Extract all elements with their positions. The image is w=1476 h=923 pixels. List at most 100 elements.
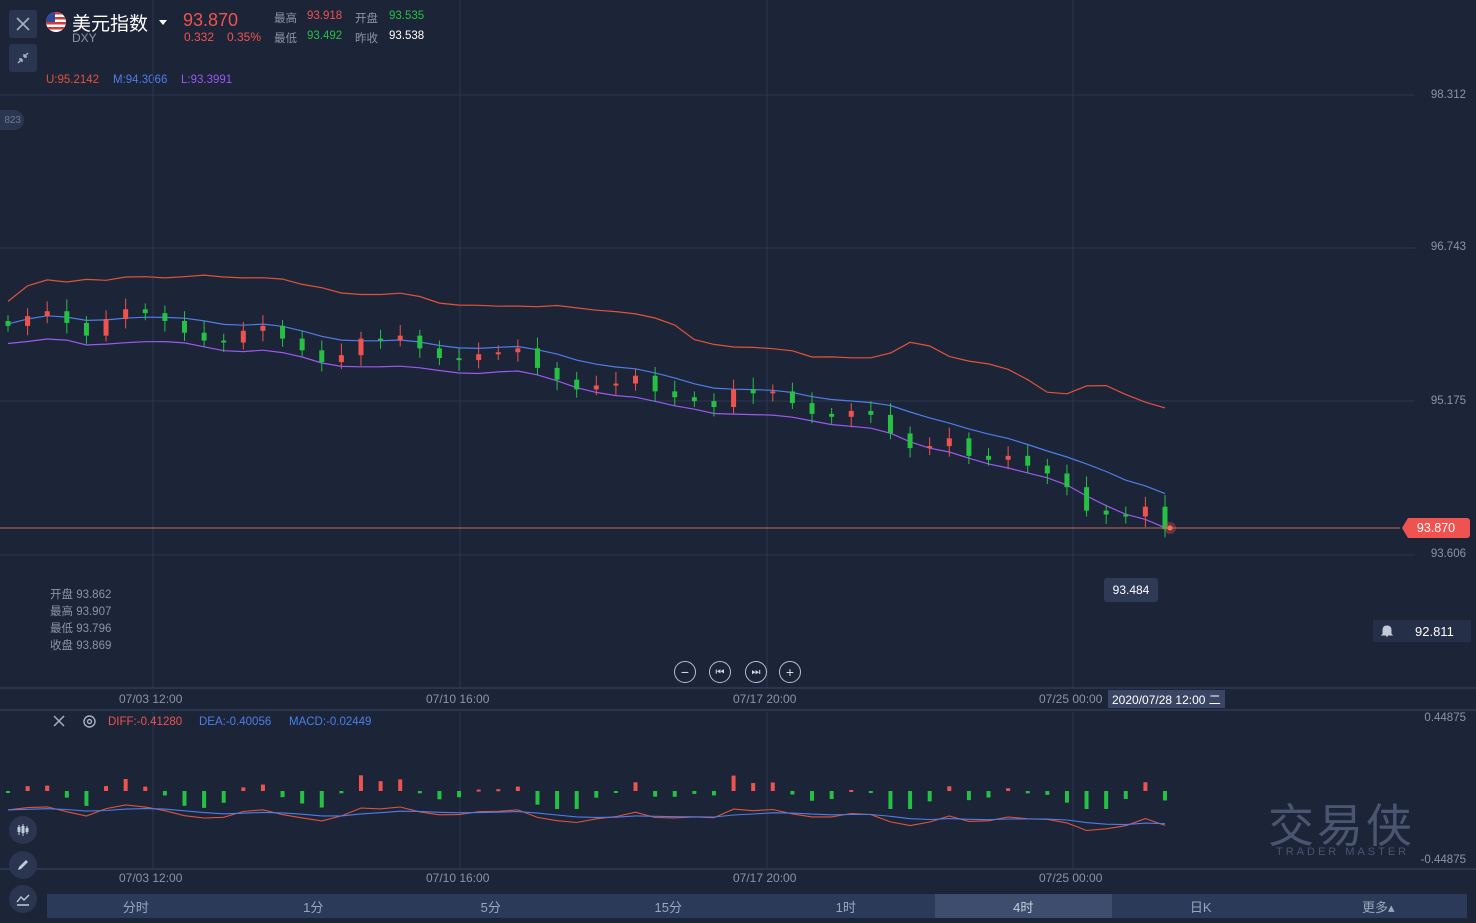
candle-body xyxy=(770,391,776,394)
candle-body xyxy=(652,375,658,392)
tab-timeframe-1m[interactable]: 1分 xyxy=(303,899,324,915)
macd-histogram-bar xyxy=(1104,791,1109,809)
close-chart-button[interactable] xyxy=(9,10,37,38)
crosshair-time-label: 2020/07/28 12:00 二 xyxy=(1108,690,1225,708)
last-price-dot xyxy=(1167,525,1173,531)
macd-histogram-bar xyxy=(476,789,481,792)
macd-histogram-bar xyxy=(594,791,599,798)
macd-time-axis-label: 07/10 16:00 xyxy=(426,871,490,885)
price-change-pct: 0.35% xyxy=(227,30,262,44)
macd-histogram-bar xyxy=(339,791,344,794)
macd-close-button[interactable] xyxy=(52,714,66,733)
candle-body xyxy=(25,316,31,326)
candlestick-tool-button[interactable] xyxy=(9,816,37,844)
macd-histogram-bar xyxy=(143,786,148,791)
indicator-tool-button[interactable] xyxy=(9,885,37,913)
macd-histogram-bar xyxy=(810,791,815,801)
scroll-start-button[interactable]: ⏮ xyxy=(709,661,731,683)
macd-settings-button[interactable] xyxy=(82,714,97,734)
candle-body xyxy=(829,413,835,417)
zoom-in-button[interactable]: + xyxy=(779,661,801,683)
collapse-button[interactable] xyxy=(9,44,37,72)
macd-histogram-bar xyxy=(378,781,383,791)
macd-histogram-bar xyxy=(182,791,187,806)
macd-histogram-bar xyxy=(770,782,775,791)
macd-histogram-bar xyxy=(574,791,579,809)
macd-dea-label: DEA:-0.40056 xyxy=(199,716,272,728)
tab-timeframe-1h[interactable]: 1时 xyxy=(835,899,856,915)
macd-histogram-bar xyxy=(555,791,560,809)
price-alert-button[interactable]: 92.811 xyxy=(1373,620,1471,642)
macd-histogram-bar xyxy=(457,791,462,798)
candle-body xyxy=(5,320,11,326)
boll-lower-label: L:93.3991 xyxy=(181,74,233,86)
zoom-out-button[interactable]: − xyxy=(674,661,696,683)
candle-body xyxy=(927,446,933,449)
candle-body xyxy=(358,338,364,356)
candle-body xyxy=(456,358,462,361)
tab-timeframe-5m[interactable]: 5分 xyxy=(480,899,501,915)
candle-body xyxy=(1044,465,1050,474)
macd-histogram-bar xyxy=(1123,791,1128,799)
macd-histogram-bar xyxy=(319,791,324,808)
macd-histogram-bar xyxy=(868,791,873,794)
caret-down-icon[interactable] xyxy=(158,14,168,32)
macd-histogram-bar xyxy=(437,791,442,800)
macd-histogram-bar xyxy=(1045,791,1050,795)
boll-upper-label: U:95.2142 xyxy=(46,74,100,86)
candle-body xyxy=(1142,506,1148,517)
prev-close-label: 昨收 xyxy=(355,33,378,45)
macd-histogram-bar xyxy=(1084,791,1089,809)
macd-time-axis-label: 07/25 00:00 xyxy=(1039,871,1103,885)
candle-body xyxy=(750,389,756,394)
candle-body xyxy=(691,397,697,402)
macd-histogram-bar xyxy=(202,791,207,808)
candle-body xyxy=(515,348,521,353)
macd-histogram-bar xyxy=(1163,791,1167,801)
macd-axis-top: 0.44875 xyxy=(1424,712,1466,724)
symbol-code: DXY xyxy=(72,31,97,45)
timeframe-bar: 分时 1分 5分 15分 1时 4时 日K 更多▴ xyxy=(47,894,1467,918)
candle-body xyxy=(280,325,286,339)
macd-axis-bottom: -0.44875 xyxy=(1420,854,1466,866)
tab-timeframe-15m[interactable]: 15分 xyxy=(654,899,682,915)
macd-histogram-bar xyxy=(986,791,991,798)
macd-histogram-bar xyxy=(123,778,128,791)
candle-body xyxy=(789,391,795,404)
high-value: 93.918 xyxy=(307,10,343,22)
tab-timeframe-more[interactable]: 更多▴ xyxy=(1361,899,1395,915)
macd-histogram-bar xyxy=(241,787,246,791)
candle-body xyxy=(534,348,540,368)
candle-body xyxy=(378,338,384,341)
macd-histogram-bar xyxy=(947,786,952,791)
tab-timeframe-day[interactable]: 日K xyxy=(1189,899,1212,915)
left-edge-tag[interactable]: 823 xyxy=(0,110,24,130)
macd-histogram-bar xyxy=(849,789,854,792)
last-price: 93.870 xyxy=(183,10,239,30)
alert-price: 92.811 xyxy=(1415,623,1454,639)
candle-body xyxy=(44,311,50,317)
candle-body xyxy=(731,389,737,408)
boll-middle-line xyxy=(7,315,1166,495)
candle-body xyxy=(1123,514,1129,517)
candle-body xyxy=(1025,455,1031,466)
low-price-marker: 93.484 xyxy=(1104,578,1158,602)
tab-timeframe-4h[interactable]: 4时 xyxy=(934,894,1112,918)
current-price-badge: 93.870 xyxy=(1402,518,1470,538)
tab-timeframe-fenshi[interactable]: 分时 xyxy=(122,899,149,915)
price-axis-label: 98.312 xyxy=(1430,89,1466,101)
candle-body xyxy=(711,401,717,408)
macd-histogram-bar xyxy=(633,782,638,791)
candlestick-icon xyxy=(17,824,29,836)
macd-histogram-bar xyxy=(653,791,658,797)
macd-histogram-bar xyxy=(1006,788,1011,791)
symbol-title[interactable]: 美元指数 xyxy=(72,14,149,35)
draw-tool-button[interactable] xyxy=(9,851,37,879)
price-axis-label: 95.175 xyxy=(1430,395,1466,407)
watermark-subtitle: TRADER MASTER xyxy=(1276,846,1410,858)
macd-time-axis-label: 07/03 12:00 xyxy=(119,871,183,885)
scroll-end-button[interactable]: ⏭ xyxy=(745,661,767,683)
candle-body xyxy=(986,455,992,460)
macd-histogram-bar xyxy=(829,791,834,800)
